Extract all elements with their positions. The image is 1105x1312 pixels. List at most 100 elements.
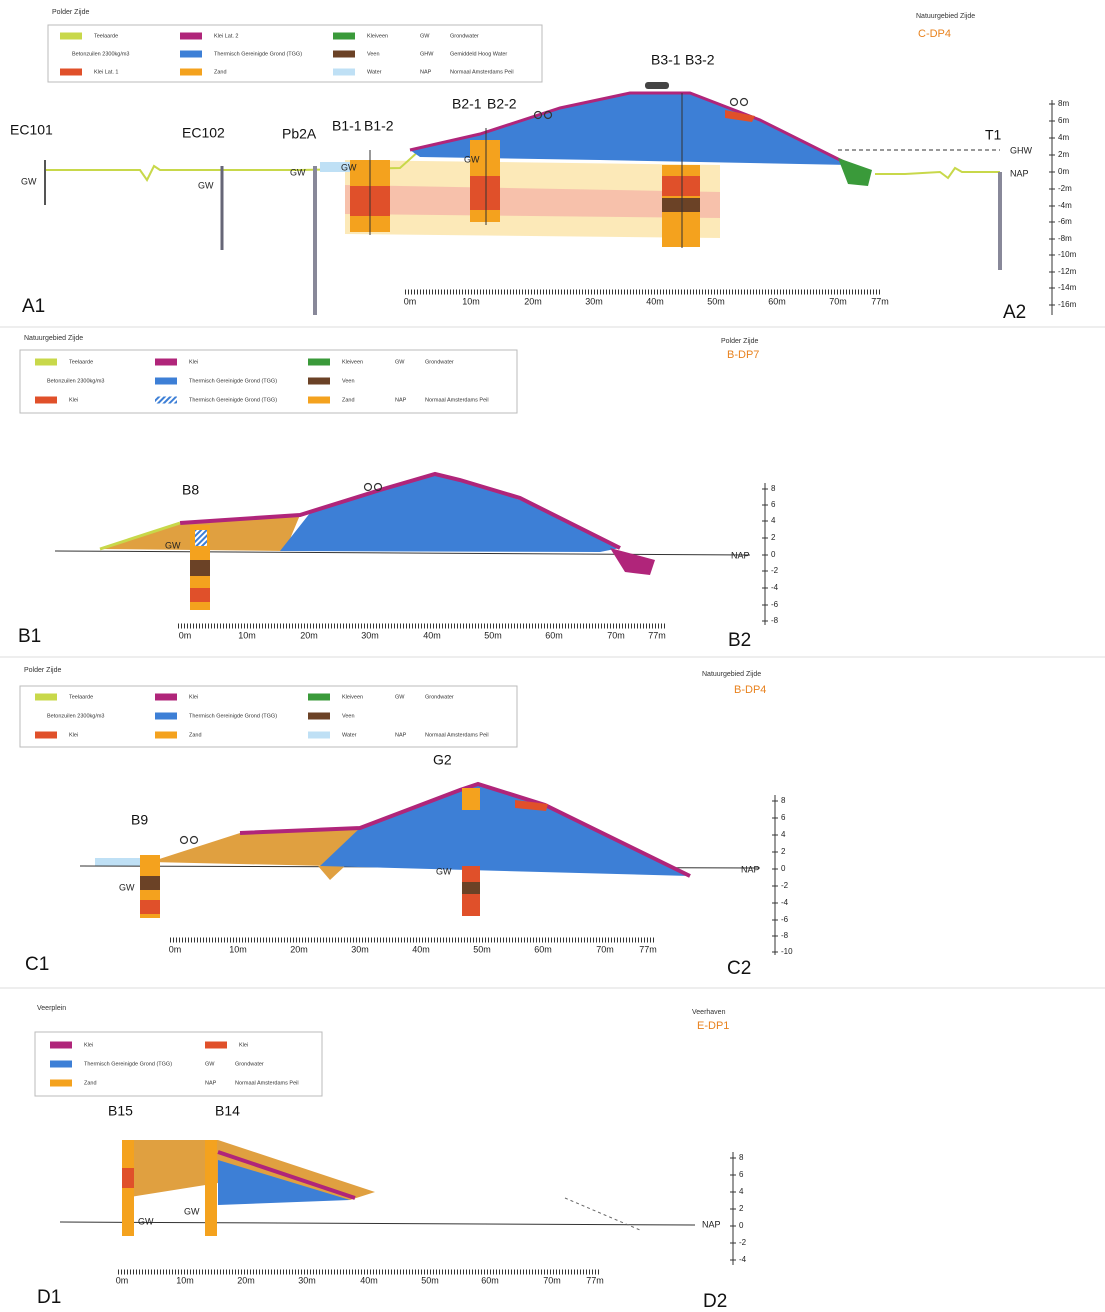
legend-box	[19, 349, 518, 414]
legend-swatch	[308, 358, 330, 366]
clay-patch	[725, 110, 755, 122]
section-end: A2	[1003, 302, 1026, 323]
legend-label: Zand	[84, 1080, 97, 1086]
depth-label: -4	[739, 1255, 747, 1264]
scale-label: 20m	[290, 944, 308, 954]
borehole-clay	[122, 1168, 134, 1188]
level-marker: GW	[464, 154, 480, 164]
nap-line	[59, 1221, 696, 1226]
scale-label: 30m	[298, 1275, 316, 1285]
legend-swatch	[155, 731, 177, 739]
section-start: C1	[25, 954, 49, 975]
level-marker: GW	[341, 162, 357, 172]
scale-label: 10m	[176, 1275, 194, 1285]
borehole-label: B2-2	[487, 96, 517, 112]
water	[95, 858, 140, 866]
legend-label: Betonzuilen 2300kg/m3	[47, 713, 104, 719]
level-marker: GW	[119, 882, 135, 892]
legend-swatch	[50, 1060, 72, 1068]
scale-label: 60m	[545, 630, 563, 640]
level-marker: GW	[436, 866, 452, 876]
legend-swatch	[155, 377, 177, 385]
legend-label: Normaal Amsterdams Peil	[450, 69, 514, 75]
legend-label: Klei	[84, 1042, 93, 1048]
borehole-label: EC101	[10, 122, 53, 138]
legend-swatch	[308, 377, 330, 385]
depth-label: 4	[771, 516, 776, 525]
legend-swatch	[333, 32, 355, 40]
depth-label: -10m	[1058, 250, 1077, 259]
scale-label: 60m	[768, 296, 786, 306]
scale-label: 40m	[646, 296, 664, 306]
borehole-label: Pb2A	[282, 126, 317, 142]
section-code: C-DP4	[918, 28, 951, 40]
legend-label: Klei	[189, 694, 198, 700]
borehole-label: B1-2	[364, 118, 394, 134]
legend-box	[47, 24, 543, 83]
scale-label: 60m	[481, 1275, 499, 1285]
borehole-veen	[462, 882, 480, 894]
legend-abbr: NAP	[395, 732, 407, 738]
borehole-label: B3-1	[651, 52, 681, 68]
depth-label: -2	[771, 566, 779, 575]
legend-label: Thermisch Gereinigde Grond (TGG)	[214, 51, 302, 57]
legend-box	[34, 1031, 323, 1097]
clay-toe	[610, 548, 655, 575]
section-code: B-DP7	[727, 349, 759, 361]
scale-label: 10m	[238, 630, 256, 640]
clay-cover	[239, 781, 691, 878]
bike-icon	[533, 110, 553, 120]
depth-label: -16m	[1058, 300, 1077, 309]
borehole-label: B8	[182, 482, 199, 498]
level-marker: NAP	[702, 1219, 721, 1229]
legend-label: Teelaarde	[69, 359, 93, 365]
legend-label: Teelaarde	[69, 694, 93, 700]
depth-label: 4m	[1058, 133, 1069, 142]
depth-label: 2	[781, 847, 786, 856]
water	[320, 162, 360, 172]
level-marker: GHW	[1010, 145, 1033, 155]
scale-label: 77m	[586, 1275, 604, 1285]
clay-cover	[409, 91, 851, 167]
legend-swatch	[60, 32, 82, 40]
section-code: B-DP4	[734, 684, 766, 696]
legend-swatch	[205, 1041, 227, 1049]
legend-abbr: GW	[395, 694, 405, 700]
scale-label: 0m	[116, 1275, 129, 1285]
depth-label: -6	[771, 600, 779, 609]
borehole-label: G2	[433, 752, 452, 768]
legend-title: Polder Zijde	[24, 667, 61, 674]
legend-swatch	[35, 396, 57, 404]
scale-label: 77m	[871, 296, 889, 306]
section-end: C2	[727, 958, 751, 979]
clay-patch	[515, 800, 548, 811]
borehole-veen	[140, 876, 160, 890]
depth-label: 2	[739, 1204, 744, 1213]
legend-title: Veerplein	[37, 1005, 66, 1012]
depth-label: -10	[781, 947, 793, 956]
depth-label: 0	[781, 864, 786, 873]
legend-label: Veen	[342, 713, 355, 719]
legend-label: Normaal Amsterdams Peil	[235, 1080, 299, 1086]
section-c-drawing	[79, 781, 776, 955]
legend-swatch	[35, 731, 57, 739]
depth-label: 2	[771, 533, 776, 542]
depth-label: 6	[781, 813, 786, 822]
section-start: B1	[18, 626, 41, 647]
legend-swatch	[155, 693, 177, 701]
legend-label: Grondwater	[450, 33, 479, 39]
legend-label: Kleiveen	[342, 359, 363, 365]
legend-abbr: NAP	[420, 69, 432, 75]
level-marker: NAP	[741, 864, 760, 874]
legend-swatch	[308, 396, 330, 404]
scale-label: 20m	[237, 1275, 255, 1285]
legend-label: Klei	[189, 359, 198, 365]
scale-label: 40m	[423, 630, 441, 640]
legend-swatch	[155, 358, 177, 366]
legend-swatch	[50, 1041, 72, 1049]
depth-label: 6	[771, 500, 776, 509]
side-title: Veerhaven	[692, 1009, 726, 1016]
borehole-label: B9	[131, 812, 148, 828]
section-end: B2	[728, 630, 751, 651]
